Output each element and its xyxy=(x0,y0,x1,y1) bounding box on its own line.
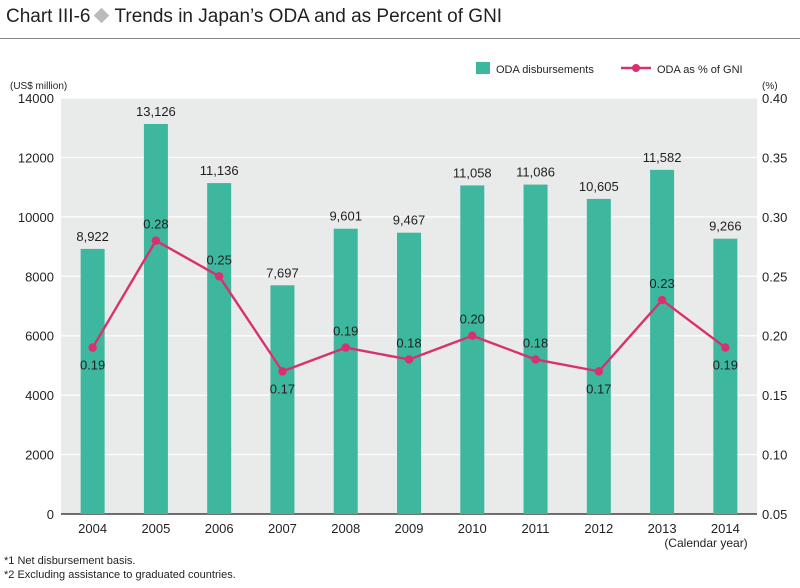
line-value-label: 0.18 xyxy=(523,335,548,350)
bar xyxy=(333,228,358,515)
y-tick-label: 10000 xyxy=(18,210,54,225)
bar-value-label: 8,922 xyxy=(76,229,109,244)
footnote-2: *2 Excluding assistance to graduated cou… xyxy=(4,569,236,581)
x-tick-label: 2007 xyxy=(268,521,297,536)
x-axis-label: (Calendar year) xyxy=(664,536,747,550)
bar xyxy=(713,238,738,515)
y-axis-label: (US$ million) xyxy=(10,81,67,92)
x-tick-label: 2012 xyxy=(584,521,613,536)
x-tick-label: 2004 xyxy=(78,521,107,536)
footnote-1: *1 Net disbursement basis. xyxy=(4,555,136,567)
x-tick-label: 2011 xyxy=(522,521,550,536)
chart-header: Chart III-6 Trends in Japan’s ODA and as … xyxy=(0,0,800,40)
bar-value-label: 9,266 xyxy=(709,219,742,234)
y-tick-label: 14000 xyxy=(18,91,54,106)
bar-value-label: 11,582 xyxy=(643,150,682,165)
legend-line-label: ODA as % of GNI xyxy=(657,64,743,76)
line-point xyxy=(151,236,161,245)
x-tick-label: 2014 xyxy=(711,521,740,536)
y2-tick-label: 0.25 xyxy=(762,269,787,284)
line-value-label: 0.19 xyxy=(713,358,738,373)
line-point xyxy=(341,343,350,352)
y-tick-label: 6000 xyxy=(25,329,54,344)
y2-tick-label: 0.35 xyxy=(762,150,787,165)
y-tick-label: 0 xyxy=(47,507,54,522)
line-value-label: 0.20 xyxy=(460,312,485,327)
bar-value-label: 10,605 xyxy=(579,179,619,194)
line-point xyxy=(404,355,414,364)
line-point xyxy=(721,343,730,352)
bar xyxy=(207,183,232,514)
line-point xyxy=(657,295,667,305)
bar-value-label: 7,697 xyxy=(266,265,299,280)
legend-bar-swatch xyxy=(476,62,490,74)
legend-line-marker xyxy=(632,64,640,72)
line-value-label: 0.19 xyxy=(333,324,358,339)
line-point xyxy=(278,367,287,376)
x-tick-label: 2005 xyxy=(141,521,170,536)
y2-tick-label: 0.10 xyxy=(762,448,787,463)
x-tick-label: 2009 xyxy=(395,521,424,536)
bar-value-label: 11,086 xyxy=(516,165,555,180)
bar xyxy=(650,169,675,515)
x-tick-label: 2013 xyxy=(648,521,677,536)
line-point xyxy=(468,331,477,340)
chart-title: Chart III-6 Trends in Japan’s ODA and as … xyxy=(6,6,502,28)
line-value-label: 0.17 xyxy=(270,381,295,396)
x-tick-label: 2006 xyxy=(205,521,234,536)
bar xyxy=(143,123,168,515)
y2-tick-label: 0.40 xyxy=(762,91,787,106)
bar xyxy=(270,285,295,514)
line-value-label: 0.18 xyxy=(396,335,421,350)
line-value-label: 0.19 xyxy=(80,358,105,373)
y2-axis-label: (%) xyxy=(762,81,778,92)
line-value-label: 0.17 xyxy=(586,381,611,396)
line-point xyxy=(88,343,97,352)
x-tick-label: 2010 xyxy=(458,521,487,536)
bar xyxy=(397,232,421,514)
line-point xyxy=(531,355,540,364)
bar-value-label: 9,467 xyxy=(393,213,426,228)
y2-tick-label: 0.30 xyxy=(762,210,787,225)
legend-bar-label: ODA disbursements xyxy=(496,64,594,76)
title-rule xyxy=(0,38,800,39)
line-value-label: 0.23 xyxy=(649,276,674,291)
x-tick-label: 2008 xyxy=(331,521,360,536)
bar xyxy=(80,248,105,514)
bar-value-label: 11,136 xyxy=(200,163,239,178)
y2-tick-label: 0.05 xyxy=(762,507,787,522)
y2-tick-label: 0.15 xyxy=(762,388,787,403)
bar xyxy=(460,185,485,514)
bar xyxy=(586,198,611,514)
y2-tick-label: 0.20 xyxy=(762,329,787,344)
y-tick-label: 2000 xyxy=(25,448,54,463)
y-tick-label: 8000 xyxy=(25,269,54,284)
bar xyxy=(523,184,548,514)
bar-value-label: 11,058 xyxy=(453,165,492,180)
line-point xyxy=(214,272,224,281)
line-value-label: 0.25 xyxy=(207,252,232,267)
footnotes: *1 Net disbursement basis. *2 Excluding … xyxy=(4,554,236,582)
bar-value-label: 9,601 xyxy=(329,209,362,224)
line-value-label: 0.28 xyxy=(143,217,168,232)
y-tick-label: 12000 xyxy=(18,150,54,165)
chart-title-text: Trends in Japan’s ODA and as Percent of … xyxy=(114,6,503,27)
y-tick-label: 4000 xyxy=(25,388,54,403)
chart-number: Chart III-6 xyxy=(6,6,91,27)
line-point xyxy=(594,367,604,376)
bar-value-label: 13,126 xyxy=(136,104,176,119)
